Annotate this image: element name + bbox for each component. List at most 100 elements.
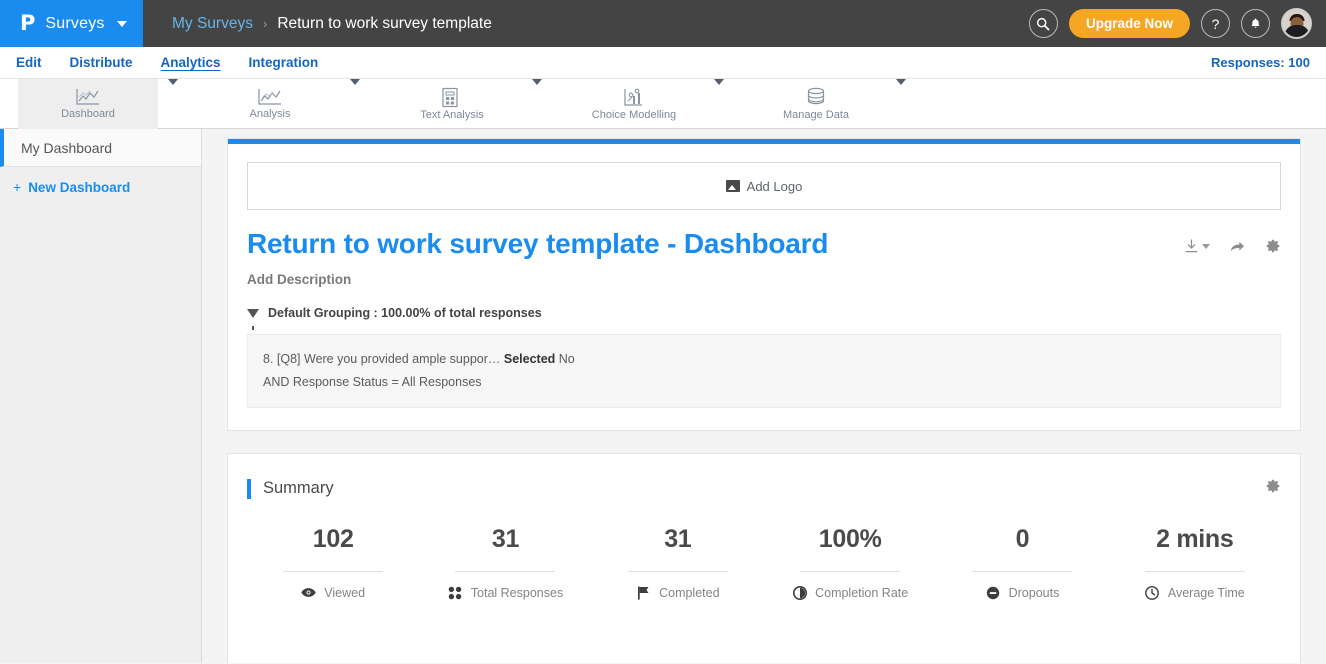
add-logo-label: Add Logo (746, 178, 803, 194)
stat-label-text: Average Time (1167, 585, 1245, 600)
toolbar-item-choice-modelling[interactable]: Choice Modelling (564, 79, 710, 128)
main-content: Add Logo Return to work survey template … (202, 129, 1326, 663)
stat-value: 0 (1015, 525, 1030, 554)
tab-edit[interactable]: Edit (16, 55, 42, 70)
toolbar-label-manage-data: Manage Data (782, 108, 850, 121)
summary-accent-bar (247, 478, 251, 499)
card-accent-bar (228, 139, 1300, 144)
toolbar-dropdown-text-analysis-icon[interactable] (532, 79, 542, 85)
gear-icon (1266, 479, 1280, 493)
stat-divider (800, 571, 901, 573)
stat-value: 102 (312, 525, 354, 554)
share-button[interactable] (1229, 239, 1246, 254)
line-chart-icon (75, 87, 101, 107)
gear-icon (1266, 239, 1280, 253)
grouping-text: Default Grouping : 100.00% of total resp… (268, 306, 542, 320)
toolbar-label-choice-modelling: Choice Modelling (591, 108, 677, 121)
document-grid-icon (441, 87, 463, 108)
stat-divider (455, 571, 556, 573)
filter-summary: 8. [Q8] Were you provided ample suppor… … (247, 334, 1281, 409)
toolbar-label-dashboard: Dashboard (61, 108, 115, 120)
stat-viewed: 102 Viewed (247, 525, 419, 600)
filter-question: 8. [Q8] Were you provided ample suppor… (263, 352, 501, 366)
filter-line-2: AND Response Status = All Responses (263, 375, 482, 390)
new-dashboard-button[interactable]: + New Dashboard (0, 167, 201, 207)
scatter-chart-icon (257, 87, 283, 107)
notifications-bell-icon[interactable] (1241, 9, 1270, 38)
breadcrumb-separator-icon: › (262, 16, 268, 31)
avatar-body (1284, 25, 1309, 37)
search-icon[interactable] (1028, 9, 1058, 38)
toolbar-dropdown-manage-data-icon[interactable] (896, 79, 906, 85)
dashboard-actions (1184, 228, 1281, 254)
summary-stats: 102 Viewed 31 (247, 525, 1281, 600)
tab-distribute[interactable]: Distribute (69, 55, 133, 70)
add-logo-button[interactable]: Add Logo (247, 162, 1281, 210)
dashboard-settings-button[interactable] (1265, 238, 1281, 254)
breadcrumb-my-surveys[interactable]: My Surveys (172, 14, 253, 32)
stat-label-text: Total Responses (470, 585, 564, 600)
brand-logo-icon: P (20, 11, 36, 35)
default-grouping[interactable]: Default Grouping : 100.00% of total resp… (247, 306, 1281, 330)
breadcrumb: My Surveys › Return to work survey templ… (143, 15, 492, 33)
stat-label-text: Completion Rate (815, 585, 909, 600)
toolbar-item-analysis[interactable]: Analysis (200, 79, 346, 128)
dashboard-sidebar: My Dashboard + New Dashboard (0, 129, 202, 663)
add-description-link[interactable]: Add Description (247, 272, 352, 287)
summary-settings-button[interactable] (1265, 478, 1281, 499)
stat-divider (1144, 571, 1245, 573)
stat-total-responses: 31 Total Responses (419, 525, 591, 600)
summary-title: Summary (247, 478, 334, 499)
avatar[interactable] (1281, 8, 1312, 39)
stat-dropouts: 0 Dropouts (936, 525, 1108, 600)
body: My Dashboard + New Dashboard Add Logo Re… (0, 129, 1326, 663)
stat-value: 31 (491, 525, 520, 554)
download-button[interactable] (1184, 238, 1210, 254)
summary-title-text: Summary (263, 479, 334, 498)
plot-icon (622, 87, 646, 108)
filter-funnel-icon (247, 308, 259, 330)
flag-icon (636, 585, 651, 600)
brand-menu[interactable]: P Surveys (0, 0, 143, 47)
breadcrumb-current: Return to work survey template (277, 14, 492, 32)
summary-card: Summary 102 Viewed (227, 453, 1301, 663)
pie-icon (792, 585, 807, 600)
download-icon (1185, 238, 1198, 252)
toolbar-item-manage-data[interactable]: Manage Data (746, 79, 892, 128)
sidebar-item-my-dashboard[interactable]: My Dashboard (0, 129, 201, 167)
upgrade-now-button[interactable]: Upgrade Now (1068, 9, 1190, 38)
top-bar: P Surveys My Surveys › Return to work su… (0, 0, 1326, 47)
toolbar-dropdown-dashboard-icon[interactable] (168, 79, 178, 85)
chevron-down-icon (116, 20, 127, 27)
stat-divider (972, 571, 1073, 573)
stat-divider (627, 571, 728, 573)
image-icon (725, 180, 740, 192)
chevron-down-icon (1202, 243, 1210, 249)
tab-integration[interactable]: Integration (248, 55, 319, 70)
stat-completed: 31 Completed (592, 525, 764, 600)
toolbar-item-dashboard[interactable]: Dashboard (18, 78, 164, 129)
brand-name: Surveys (45, 14, 105, 32)
toolbar-dropdown-choice-modelling-icon[interactable] (714, 79, 724, 85)
stat-label-text: Completed (659, 585, 720, 600)
stat-value: 100% (818, 525, 882, 554)
stat-average-time: 2 mins Average Time (1109, 525, 1281, 600)
toolbar-item-text-analysis[interactable]: Text Analysis (382, 79, 528, 128)
plus-icon: + (13, 179, 22, 195)
stat-label-text: Dropouts (1008, 585, 1060, 600)
new-dashboard-label: New Dashboard (28, 179, 131, 195)
help-icon[interactable]: ? (1201, 9, 1230, 38)
share-icon (1230, 241, 1245, 251)
tab-analytics[interactable]: Analytics (160, 55, 221, 70)
stat-value: 31 (664, 525, 692, 554)
dots-grid-icon (448, 585, 463, 600)
filter-selected-value: No (558, 352, 575, 366)
database-icon (805, 87, 827, 108)
stat-completion-rate: 100% Completion Rate (764, 525, 936, 600)
filter-line-1: 8. [Q8] Were you provided ample suppor… … (263, 348, 1265, 371)
analytics-toolbar: Dashboard Analysis (0, 78, 1326, 129)
stat-label-text: Viewed (324, 585, 366, 600)
sub-navigation: Edit Distribute Analytics Integration Re… (0, 47, 1326, 79)
toolbar-dropdown-analysis-icon[interactable] (350, 79, 360, 85)
dashboard-card: Add Logo Return to work survey template … (227, 138, 1301, 432)
